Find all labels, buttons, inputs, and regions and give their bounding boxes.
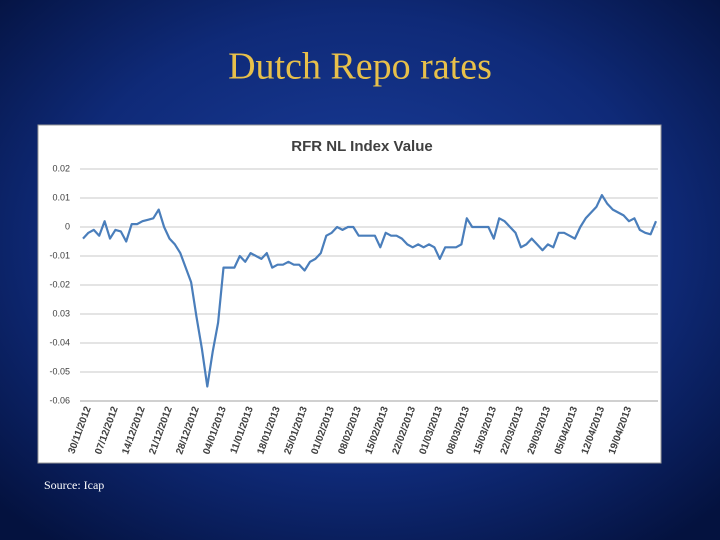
y-tick-label: -0.04	[49, 337, 70, 347]
y-tick-label: -0.01	[49, 250, 70, 260]
y-tick-label: 0.02	[52, 163, 70, 173]
y-tick-label: -0.05	[49, 366, 70, 376]
source-note: Source: Icap	[44, 478, 104, 492]
chart-area	[37, 124, 662, 464]
y-tick-label: -0.02	[49, 279, 70, 289]
chart-title: RFR NL Index Value	[291, 138, 432, 155]
y-tick-label: 0.03	[52, 308, 70, 318]
y-tick-label: 0.01	[52, 192, 70, 202]
data-line	[82, 194, 658, 388]
y-tick-label: -0.06	[49, 395, 70, 405]
y-tick-label: 0	[65, 221, 70, 231]
slide-title: Dutch Repo rates	[228, 46, 492, 88]
